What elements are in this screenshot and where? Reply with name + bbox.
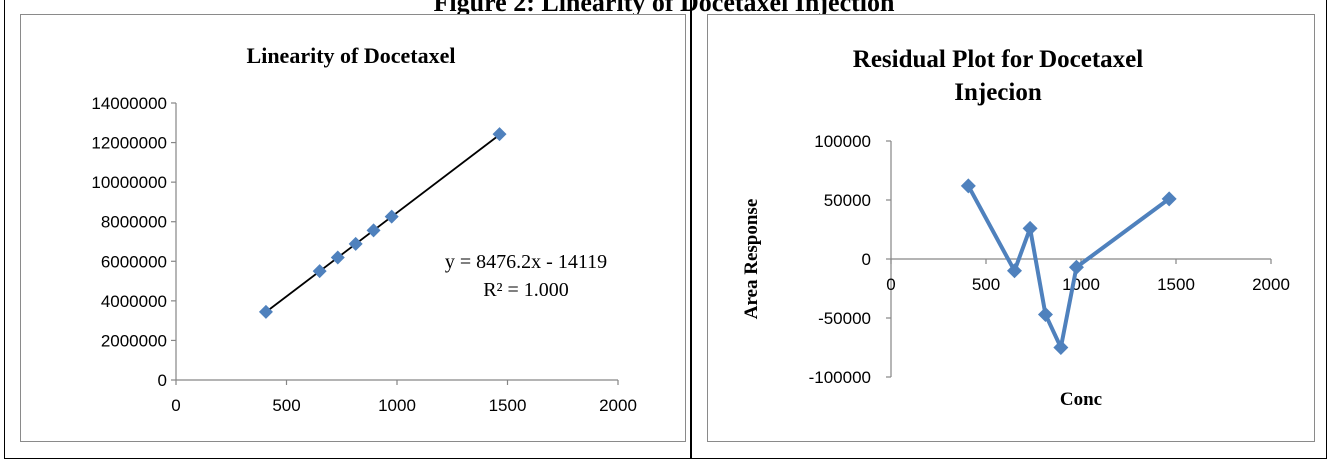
- trendline-r-squared: R² = 1.000: [483, 279, 569, 301]
- y-tick-label: 8000000: [101, 213, 167, 232]
- x-tick-label: 0: [886, 275, 895, 294]
- x-tick-label: 1000: [1062, 275, 1100, 294]
- data-point-marker: [1053, 340, 1069, 355]
- residual-series-line: [966, 184, 1171, 350]
- chart-title: Linearity of Docetaxel: [247, 43, 456, 68]
- y-tick-label: 0: [862, 250, 871, 269]
- x-tick-label: 500: [972, 275, 1000, 294]
- data-point-marker: [1068, 259, 1084, 275]
- y-tick-label: 6000000: [101, 252, 167, 271]
- y-tick-label: 14000000: [91, 94, 167, 113]
- cell-divider: [690, 0, 692, 459]
- y-tick-label: 10000000: [91, 173, 167, 192]
- x-axis-label: Conc: [1060, 389, 1102, 410]
- y-tick-label: 0: [158, 371, 167, 390]
- linearity-chart-svg: Linearity of Docetaxel 0 2000000 4000000 600…: [91, 43, 637, 415]
- x-tick-label: 2000: [1252, 275, 1290, 294]
- data-point-marker: [330, 250, 345, 265]
- y-tick-label: 12000000: [91, 134, 167, 153]
- data-point-marker: [1037, 306, 1053, 322]
- residual-chart-svg: Residual Plot for Docetaxel Injecion -1000…: [741, 46, 1290, 410]
- x-tick-label: 1000: [378, 396, 416, 415]
- data-point-marker: [384, 209, 399, 224]
- x-tick-label: 1500: [489, 396, 527, 415]
- page-heading: Figure 2: Linearity of Docetaxel Injecti…: [433, 0, 895, 17]
- y-tick-label: 2000000: [101, 331, 167, 350]
- data-point-marker: [1161, 191, 1177, 207]
- y-tick-label: -50000: [818, 309, 871, 328]
- data-point-marker: [366, 223, 381, 238]
- chart-title-line: Injecion: [954, 79, 1042, 106]
- linearity-chart: Linearity of Docetaxel 0 2000000 4000000 600…: [20, 14, 686, 442]
- data-point-marker: [312, 264, 327, 279]
- y-axis-label: Area Response: [741, 199, 762, 320]
- data-point-marker: [1022, 220, 1038, 236]
- data-point-marker: [1007, 263, 1022, 279]
- trendline-equation: y = 8476.2x - 14119: [445, 251, 607, 273]
- data-point-marker: [960, 178, 976, 194]
- data-point-marker: [348, 236, 363, 251]
- x-tick-label: 0: [171, 396, 180, 415]
- y-tick-label: 50000: [824, 191, 871, 210]
- residual-chart: Residual Plot for Docetaxel Injecion -1000…: [707, 14, 1315, 442]
- y-tick-label: -100000: [809, 368, 871, 387]
- chart-title-line: Residual Plot for Docetaxel: [853, 46, 1144, 73]
- data-point-marker: [258, 304, 273, 319]
- table-frame: [4, 0, 1327, 459]
- data-point-marker: [492, 127, 507, 142]
- x-tick-label: 2000: [599, 396, 637, 415]
- trendline: [265, 134, 501, 313]
- y-tick-label: 4000000: [101, 292, 167, 311]
- y-tick-label: 100000: [814, 132, 871, 151]
- x-tick-label: 1500: [1157, 275, 1195, 294]
- x-tick-label: 500: [272, 396, 300, 415]
